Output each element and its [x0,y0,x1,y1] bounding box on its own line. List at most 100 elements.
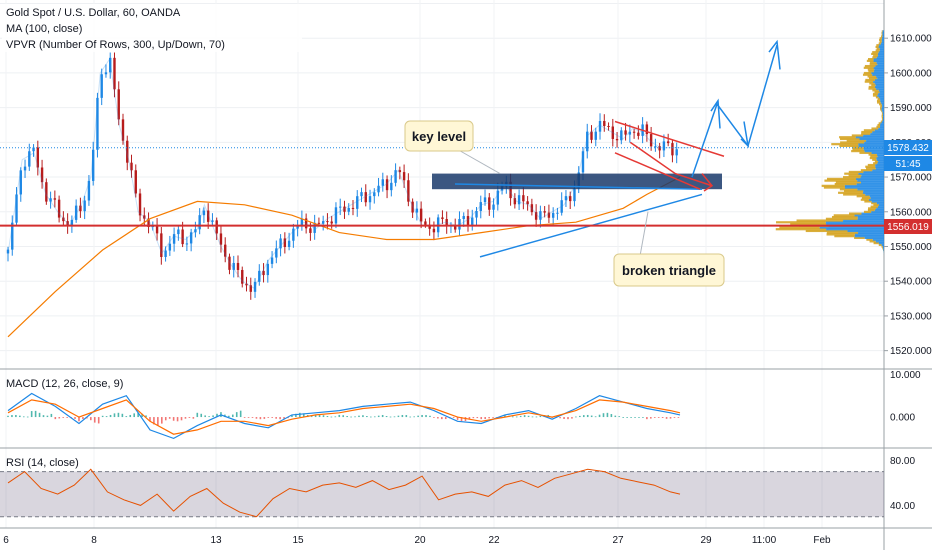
candle-body [330,221,333,224]
macd-histogram-bar [326,416,329,418]
macd-histogram-bar [638,417,640,418]
candle-body [15,194,18,223]
vp-down-bar [838,191,863,194]
vp-up-bar [864,141,884,144]
vp-up-bar [870,132,884,135]
macd-histogram-bar [610,414,613,418]
time-tick-label: 15 [292,535,304,546]
macd-histogram-bar [113,413,116,418]
macd-histogram-bar [275,417,277,419]
vp-down-bar [873,54,879,57]
callout-key-level[interactable]: key level [404,120,501,175]
vp-down-bar [873,162,878,165]
macd-axis[interactable]: 0.000 10.000 [890,370,921,424]
candle-body [569,196,572,202]
macd-histogram-bar [267,417,270,418]
candle-body [368,196,372,203]
macd-histogram-bar [196,412,199,418]
vp-down-bar [872,51,879,54]
broken-triangle-box [613,253,725,287]
vp-down-bar [869,240,876,243]
rsi-pane[interactable] [0,468,884,518]
vp-down-bar [849,212,862,215]
macd-histogram-bar [291,415,293,418]
candle-body [45,182,48,202]
candle-body [581,151,585,173]
broken-triangle-pointer [639,211,649,257]
time-axis[interactable]: 6 8 13 15 20 22 27 29 11:00 Feb [3,535,831,546]
candle-body [206,210,210,222]
macd-histogram-bar [539,415,542,418]
vp-down-bar [861,130,873,134]
vp-down-bar [834,235,855,238]
candle-body [300,218,304,226]
macd-pane[interactable] [7,392,681,440]
vp-up-bar [865,193,884,196]
vp-down-bar [856,195,870,198]
price-pane[interactable]: key level broken triangle [0,39,884,338]
vp-up-bar [882,33,884,36]
macd-histogram-bar [476,417,479,419]
macd-tick-label: 0.000 [890,413,915,424]
candle-body [458,218,461,230]
callout-broken-triangle[interactable]: broken triangle [613,211,725,287]
vp-down-bar [834,183,857,186]
rsi-axis[interactable]: 40.00 80.00 [890,456,915,512]
macd-histogram-bar [452,417,455,418]
candle-body [202,210,206,216]
vp-down-bar [871,84,876,87]
macd-histogram-bar [527,415,530,418]
vp-up-bar [871,200,884,203]
vp-down-bar [869,61,877,64]
candle-body [104,72,108,75]
vp-up-bar [856,183,884,186]
macd-histogram-bar [381,414,384,418]
macd-histogram-bar [22,416,25,418]
signal-series-line [7,399,681,435]
price-series-line [7,57,690,289]
vp-up-bar [826,222,884,226]
macd-histogram-bar [511,416,514,418]
vp-up-bar [876,202,884,205]
candle-body [590,131,593,140]
candle-body [526,201,529,205]
vp-up-bar [876,153,884,156]
candle-body [309,228,312,233]
candle-body [91,149,95,181]
candle-body [488,197,491,210]
vp-up-bar [882,30,884,33]
macd-histogram-bar [563,417,565,419]
macd-histogram-bar [397,415,400,418]
macd-histogram-bar [66,417,68,418]
vp-up-bar [872,73,884,76]
candle-body [143,215,146,219]
candle-body [385,179,389,191]
vp-up-bar [883,247,884,250]
macd-histogram-bar [318,414,321,418]
macd-histogram-bar [559,417,561,419]
vp-down-bar [880,108,882,111]
macd-histogram-bar [50,413,53,418]
vp-down-bar [790,222,827,226]
vp-up-bar [877,77,884,80]
vp-up-bar [825,221,884,224]
vp-up-bar [874,209,884,212]
vp-down-bar [775,228,827,231]
macd-histogram-bar [622,417,625,418]
macd-histogram-bar [535,416,538,418]
vp-up-bar [877,63,884,66]
macd-histogram-bar [216,413,218,418]
macd-histogram-bar [208,416,210,418]
candle-body [245,283,248,286]
price-axis[interactable]: 1520.000 1530.000 1540.000 1550.000 1560.000… [884,34,932,357]
candle-body [266,263,270,276]
vp-up-bar [875,64,884,68]
vp-down-bar [872,92,879,95]
candle-body [100,74,103,98]
candle-body [394,170,397,183]
current-price-badge-text: 1578.432 [887,143,929,154]
macd-histogram-bar [413,416,415,418]
vp-down-bar [805,229,848,233]
